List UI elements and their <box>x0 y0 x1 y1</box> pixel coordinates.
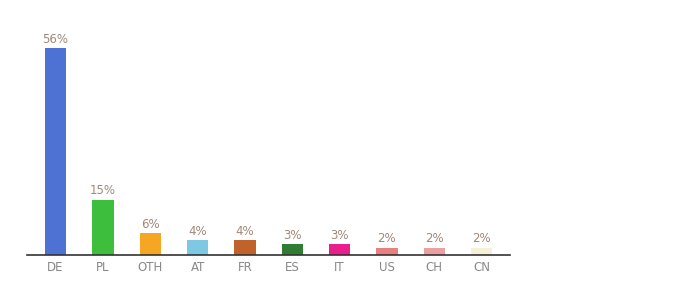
Bar <box>376 248 398 255</box>
Text: 15%: 15% <box>90 184 116 197</box>
Text: 4%: 4% <box>188 225 207 238</box>
Bar <box>45 48 66 255</box>
Text: 3%: 3% <box>330 229 349 242</box>
Bar <box>235 240 256 255</box>
Text: 2%: 2% <box>425 232 443 245</box>
Bar <box>424 248 445 255</box>
Bar <box>471 248 492 255</box>
Text: 4%: 4% <box>236 225 254 238</box>
Bar <box>92 200 114 255</box>
Text: 2%: 2% <box>473 232 491 245</box>
Bar <box>187 240 208 255</box>
Text: 6%: 6% <box>141 218 160 231</box>
Bar <box>282 244 303 255</box>
Bar <box>139 233 161 255</box>
Text: 3%: 3% <box>283 229 301 242</box>
Bar <box>329 244 350 255</box>
Text: 2%: 2% <box>377 232 396 245</box>
Text: 56%: 56% <box>43 33 69 46</box>
